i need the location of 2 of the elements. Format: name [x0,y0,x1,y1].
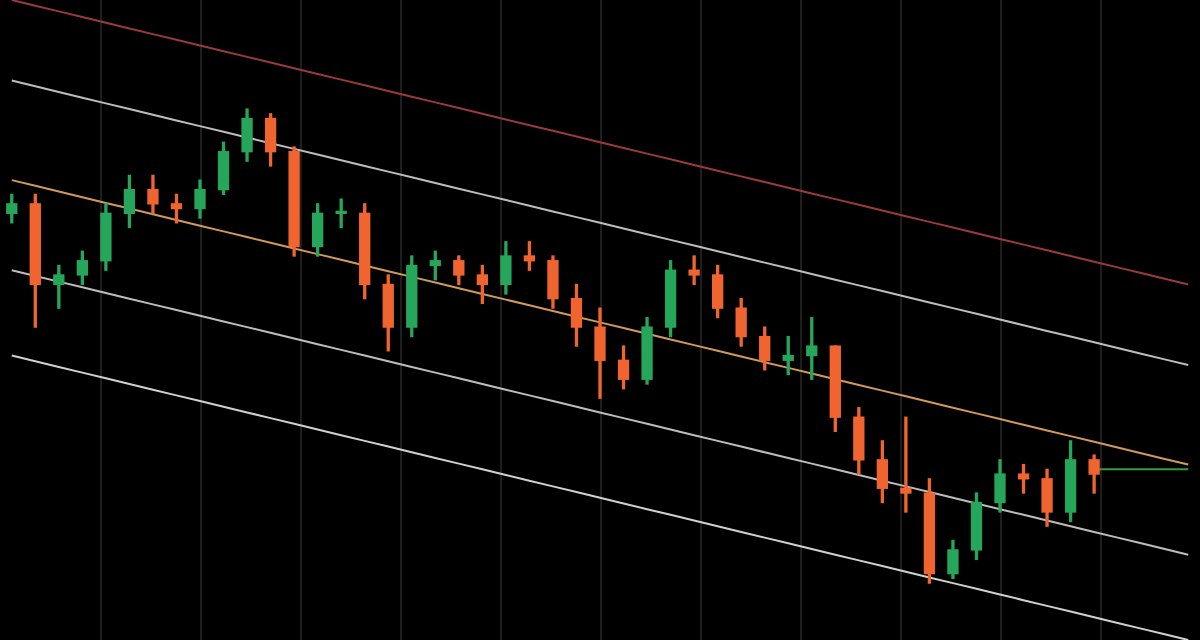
candlestick [900,416,912,513]
candlestick [688,255,700,286]
